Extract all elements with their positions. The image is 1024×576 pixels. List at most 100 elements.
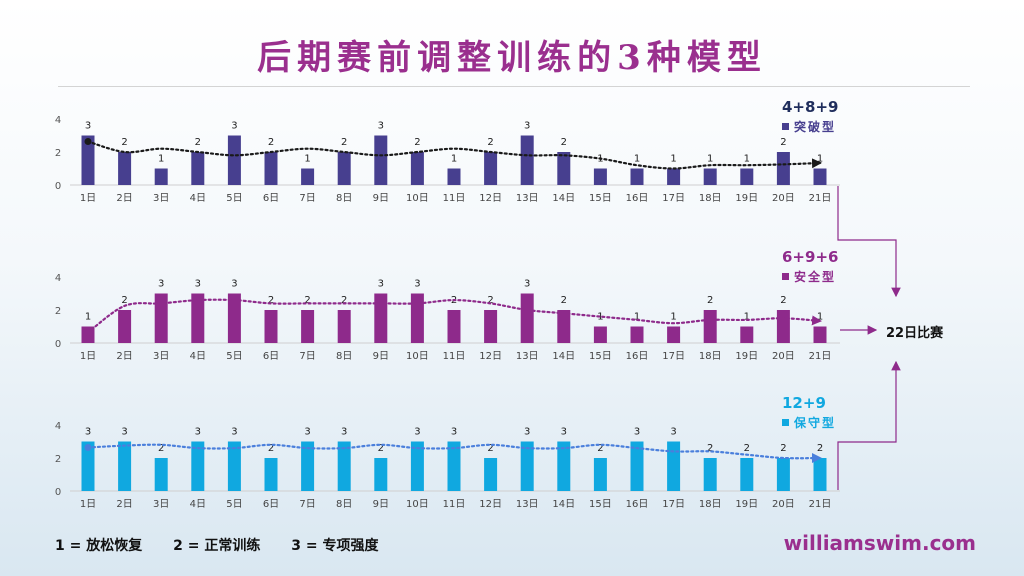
bar (667, 441, 681, 491)
bar (191, 441, 205, 491)
bar (264, 458, 278, 491)
bar (301, 310, 315, 343)
x-tick-label: 15日 (589, 499, 612, 510)
connector-bottom (837, 360, 901, 490)
data-label: 3 (158, 279, 164, 290)
bar (593, 168, 607, 185)
x-tick-label: 9日 (373, 499, 389, 510)
data-label: 3 (524, 121, 530, 132)
x-tick-label: 21日 (809, 499, 832, 510)
data-label: 3 (670, 427, 676, 438)
data-label: 3 (634, 427, 640, 438)
data-label: 3 (414, 279, 420, 290)
bar (410, 441, 424, 491)
x-tick-label: 3日 (153, 351, 169, 362)
y-tick-label: 2 (55, 148, 61, 159)
data-label: 1 (85, 312, 91, 323)
x-tick-label: 18日 (699, 499, 722, 510)
bar (191, 293, 205, 343)
x-tick-label: 6日 (263, 499, 279, 510)
formula-label-1: 4+8+9 (782, 98, 839, 116)
bar (154, 458, 168, 491)
bar (410, 293, 424, 343)
bar (630, 168, 644, 185)
x-tick-label: 5日 (226, 351, 242, 362)
trend-line (86, 140, 822, 170)
website-link[interactable]: williamswim.com (783, 531, 976, 555)
bar (154, 168, 168, 185)
bar (484, 310, 498, 343)
bar (154, 293, 168, 343)
data-label: 3 (304, 427, 310, 438)
model-name-2: 安全型 (794, 270, 837, 284)
bar (374, 135, 388, 185)
x-tick-label: 2日 (116, 351, 132, 362)
data-label: 3 (378, 279, 384, 290)
x-tick-label: 14日 (552, 499, 575, 510)
x-tick-label: 15日 (589, 193, 612, 204)
x-tick-label: 13日 (516, 193, 539, 204)
data-label: 2 (268, 443, 274, 454)
bar (776, 458, 790, 491)
y-tick-label: 2 (55, 454, 61, 465)
x-tick-label: 4日 (190, 499, 206, 510)
x-tick-label: 18日 (699, 351, 722, 362)
bar (520, 441, 534, 491)
data-label: 1 (597, 312, 603, 323)
y-tick-label: 4 (55, 273, 61, 284)
data-label: 2 (121, 137, 127, 148)
x-tick-label: 17日 (662, 351, 685, 362)
x-tick-label: 4日 (190, 193, 206, 204)
bar (776, 310, 790, 343)
bar (410, 152, 424, 185)
bar (593, 326, 607, 343)
bar (740, 458, 754, 491)
page-title: 后期赛前调整训练的3种模型 (257, 38, 767, 78)
data-label: 2 (378, 443, 384, 454)
legend-key-1: 1 = 放松恢复 (55, 538, 143, 554)
data-label: 1 (634, 312, 640, 323)
x-tick-label: 8日 (336, 193, 352, 204)
data-label: 2 (561, 295, 567, 306)
data-label: 2 (817, 443, 823, 454)
title-divider (58, 86, 970, 87)
x-tick-label: 13日 (516, 351, 539, 362)
x-tick-label: 11日 (443, 499, 466, 510)
x-tick-label: 8日 (336, 499, 352, 510)
data-label: 1 (634, 154, 640, 165)
x-tick-label: 14日 (552, 351, 575, 362)
model-name-1: 突破型 (794, 120, 837, 134)
x-tick-label: 20日 (772, 499, 795, 510)
data-label: 2 (780, 295, 786, 306)
race-day-label: 22日比赛 (886, 326, 944, 341)
data-label: 3 (231, 121, 237, 132)
trend-start-dot (84, 329, 92, 336)
data-label: 3 (195, 279, 201, 290)
x-tick-label: 16日 (626, 193, 649, 204)
bar (118, 310, 132, 343)
x-tick-label: 11日 (443, 193, 466, 204)
bar (484, 152, 498, 185)
x-tick-label: 13日 (516, 499, 539, 510)
bar (557, 152, 571, 185)
bar (374, 293, 388, 343)
data-label: 1 (670, 312, 676, 323)
x-tick-label: 9日 (373, 193, 389, 204)
data-label: 2 (304, 295, 310, 306)
trend-line (86, 443, 822, 464)
x-tick-label: 4日 (190, 351, 206, 362)
x-tick-label: 6日 (263, 193, 279, 204)
data-label: 2 (158, 443, 164, 454)
y-tick-label: 2 (55, 306, 61, 317)
legend-swatch-icon (782, 419, 789, 426)
bar (703, 168, 717, 185)
bar (447, 310, 461, 343)
data-label: 1 (744, 312, 750, 323)
data-label: 3 (414, 427, 420, 438)
data-label: 2 (487, 443, 493, 454)
data-label: 2 (707, 443, 713, 454)
data-label: 3 (85, 121, 91, 132)
data-label: 3 (341, 427, 347, 438)
legend-key-2: 2 = 正常训练 (173, 538, 261, 554)
x-tick-label: 15日 (589, 351, 612, 362)
